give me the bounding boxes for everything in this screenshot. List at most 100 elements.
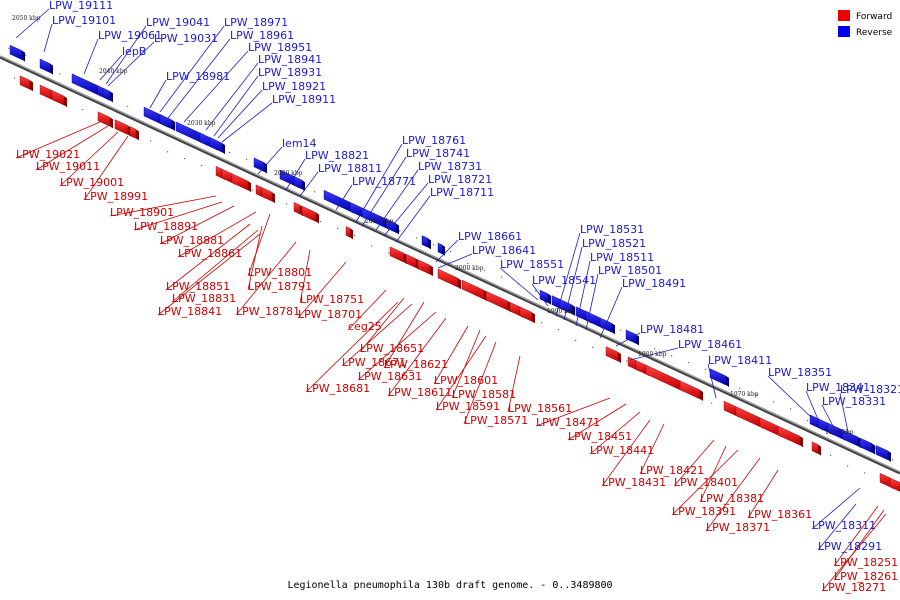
gene-label[interactable]: LPW_18381 bbox=[700, 492, 764, 505]
gene-label[interactable]: LPW_18391 bbox=[672, 505, 736, 518]
forward-gene[interactable] bbox=[262, 188, 275, 204]
gene-label[interactable]: LPW_18591 bbox=[436, 400, 500, 413]
gene-label[interactable]: lepB bbox=[122, 45, 146, 58]
gene-label[interactable]: LPW_18251 bbox=[834, 556, 898, 569]
gene-label[interactable]: LPW_18731 bbox=[418, 160, 482, 173]
forward-gene[interactable] bbox=[680, 381, 703, 401]
gene-label[interactable]: LPW_18611 bbox=[388, 386, 452, 399]
gene-label[interactable]: LPW_19061 bbox=[98, 29, 162, 42]
gene-label[interactable]: LPW_18821 bbox=[305, 149, 369, 162]
gene-label[interactable]: LPW_18571 bbox=[464, 414, 528, 427]
forward-gene[interactable] bbox=[462, 280, 487, 301]
gene-label[interactable]: LPW_18411 bbox=[708, 354, 772, 367]
gene-label[interactable]: LPW_18651 bbox=[360, 342, 424, 355]
gene-label[interactable]: LPW_18311 bbox=[812, 519, 876, 532]
gene-label[interactable]: LPW_18841 bbox=[158, 305, 222, 318]
gene-label[interactable]: LPW_18901 bbox=[110, 206, 174, 219]
forward-gene[interactable] bbox=[778, 426, 803, 447]
gene-label[interactable]: LPW_18401 bbox=[674, 476, 738, 489]
gene-label[interactable]: LPW_18541 bbox=[532, 274, 596, 287]
gene-label[interactable]: LPW_18291 bbox=[818, 540, 882, 553]
gene-label[interactable]: LPW_18551 bbox=[500, 258, 564, 271]
gene-label[interactable]: LPW_18881 bbox=[160, 234, 224, 247]
gene-label[interactable]: LPW_18741 bbox=[406, 147, 470, 160]
forward-gene[interactable] bbox=[890, 478, 900, 494]
reverse-gene[interactable] bbox=[210, 138, 225, 155]
gene-label[interactable]: LPW_18351 bbox=[768, 366, 832, 379]
reverse-gene[interactable] bbox=[103, 88, 113, 102]
reverse-gene[interactable] bbox=[160, 114, 175, 131]
reverse-gene[interactable] bbox=[10, 45, 25, 62]
forward-gene[interactable] bbox=[130, 127, 139, 141]
gene-label[interactable]: LPW_18561 bbox=[508, 402, 572, 415]
forward-gene[interactable] bbox=[406, 254, 419, 270]
gene-label[interactable]: LPW_18371 bbox=[706, 521, 770, 534]
gene-label[interactable]: LPW_18641 bbox=[472, 244, 536, 257]
gene-label[interactable]: LPW_18431 bbox=[602, 476, 666, 489]
gene-label[interactable]: LPW_18781 bbox=[236, 305, 300, 318]
gene-label[interactable]: LPW_18331 bbox=[822, 395, 886, 408]
gene-label[interactable]: LPW_18361 bbox=[748, 508, 812, 521]
forward-gene[interactable] bbox=[418, 260, 433, 277]
gene-label[interactable]: LPW_18811 bbox=[318, 162, 382, 175]
gene-label[interactable]: LPW_18991 bbox=[84, 190, 148, 203]
gene-label[interactable]: LPW_18891 bbox=[134, 220, 198, 233]
gene-label[interactable]: LPW_18451 bbox=[568, 430, 632, 443]
forward-gene[interactable] bbox=[812, 442, 821, 456]
forward-gene[interactable] bbox=[20, 76, 33, 92]
gene-label[interactable]: LPW_18501 bbox=[598, 264, 662, 277]
gene-label[interactable]: LPW_19111 bbox=[49, 0, 113, 12]
gene-label[interactable]: LPW_18981 bbox=[166, 70, 230, 83]
gene-label[interactable]: LPW_18481 bbox=[640, 323, 704, 336]
gene-label[interactable]: LPW_19101 bbox=[52, 14, 116, 27]
gene-label[interactable]: LPW_18471 bbox=[536, 416, 600, 429]
gene-label[interactable]: LPW_18521 bbox=[582, 237, 646, 250]
reverse-gene[interactable] bbox=[294, 176, 305, 191]
gene-label[interactable]: LPW_18461 bbox=[678, 338, 742, 351]
gene-label[interactable]: LPW_18491 bbox=[622, 277, 686, 290]
reverse-gene[interactable] bbox=[626, 330, 639, 346]
gene-label[interactable]: LPW_18681 bbox=[306, 382, 370, 395]
gene-label[interactable]: LPW_18751 bbox=[300, 293, 364, 306]
gene-label[interactable]: LPW_18861 bbox=[178, 247, 242, 260]
gene-label[interactable]: LPW_19041 bbox=[146, 16, 210, 29]
reverse-gene[interactable] bbox=[876, 445, 891, 462]
gene-label[interactable]: LPW_18971 bbox=[224, 16, 288, 29]
gene-label[interactable]: LPW_18271 bbox=[822, 581, 886, 594]
gene-label[interactable]: LPW_18921 bbox=[262, 80, 326, 93]
gene-label[interactable]: LPW_18711 bbox=[430, 186, 494, 199]
gene-label[interactable]: LPW_18791 bbox=[248, 280, 312, 293]
forward-gene[interactable] bbox=[486, 291, 511, 312]
gene-label[interactable]: LPW_19001 bbox=[60, 176, 124, 189]
forward-gene[interactable] bbox=[736, 407, 763, 429]
forward-gene[interactable] bbox=[390, 247, 407, 264]
gene-label[interactable]: LPW_19031 bbox=[154, 32, 218, 45]
gene-label[interactable]: LPW_18911 bbox=[272, 93, 336, 106]
forward-gene[interactable] bbox=[115, 120, 131, 137]
gene-label[interactable]: LPW_18601 bbox=[434, 374, 498, 387]
gene-label[interactable]: LPW_18761 bbox=[402, 134, 466, 147]
gene-label[interactable]: LPW_18441 bbox=[590, 444, 654, 457]
gene-label[interactable]: LPW_18661 bbox=[458, 230, 522, 243]
forward-gene[interactable] bbox=[232, 174, 251, 192]
reverse-gene[interactable] bbox=[422, 236, 431, 250]
gene-label[interactable]: LPW_18511 bbox=[590, 251, 654, 264]
gene-label[interactable]: LPW_18831 bbox=[172, 292, 236, 305]
gene-label[interactable]: LPW_18531 bbox=[580, 223, 644, 236]
gene-label[interactable]: LPW_18931 bbox=[258, 66, 322, 79]
gene-label[interactable]: LPW_18721 bbox=[428, 173, 492, 186]
forward-gene[interactable] bbox=[606, 347, 621, 364]
gene-label[interactable]: LPW_18771 bbox=[352, 175, 416, 188]
gene-label[interactable]: LPW_18321 bbox=[840, 383, 900, 396]
forward-gene[interactable] bbox=[346, 226, 353, 239]
gene-label[interactable]: LPW_18941 bbox=[258, 53, 322, 66]
forward-gene[interactable] bbox=[294, 202, 303, 216]
reverse-gene[interactable] bbox=[860, 438, 875, 455]
gene-label[interactable]: ceg25 bbox=[348, 320, 382, 333]
forward-gene[interactable] bbox=[98, 112, 113, 129]
forward-gene[interactable] bbox=[520, 307, 535, 324]
reverse-gene[interactable] bbox=[40, 59, 53, 75]
forward-gene[interactable] bbox=[52, 91, 67, 108]
forward-gene[interactable] bbox=[302, 206, 319, 223]
gene-label[interactable]: LPW_18801 bbox=[248, 266, 312, 279]
